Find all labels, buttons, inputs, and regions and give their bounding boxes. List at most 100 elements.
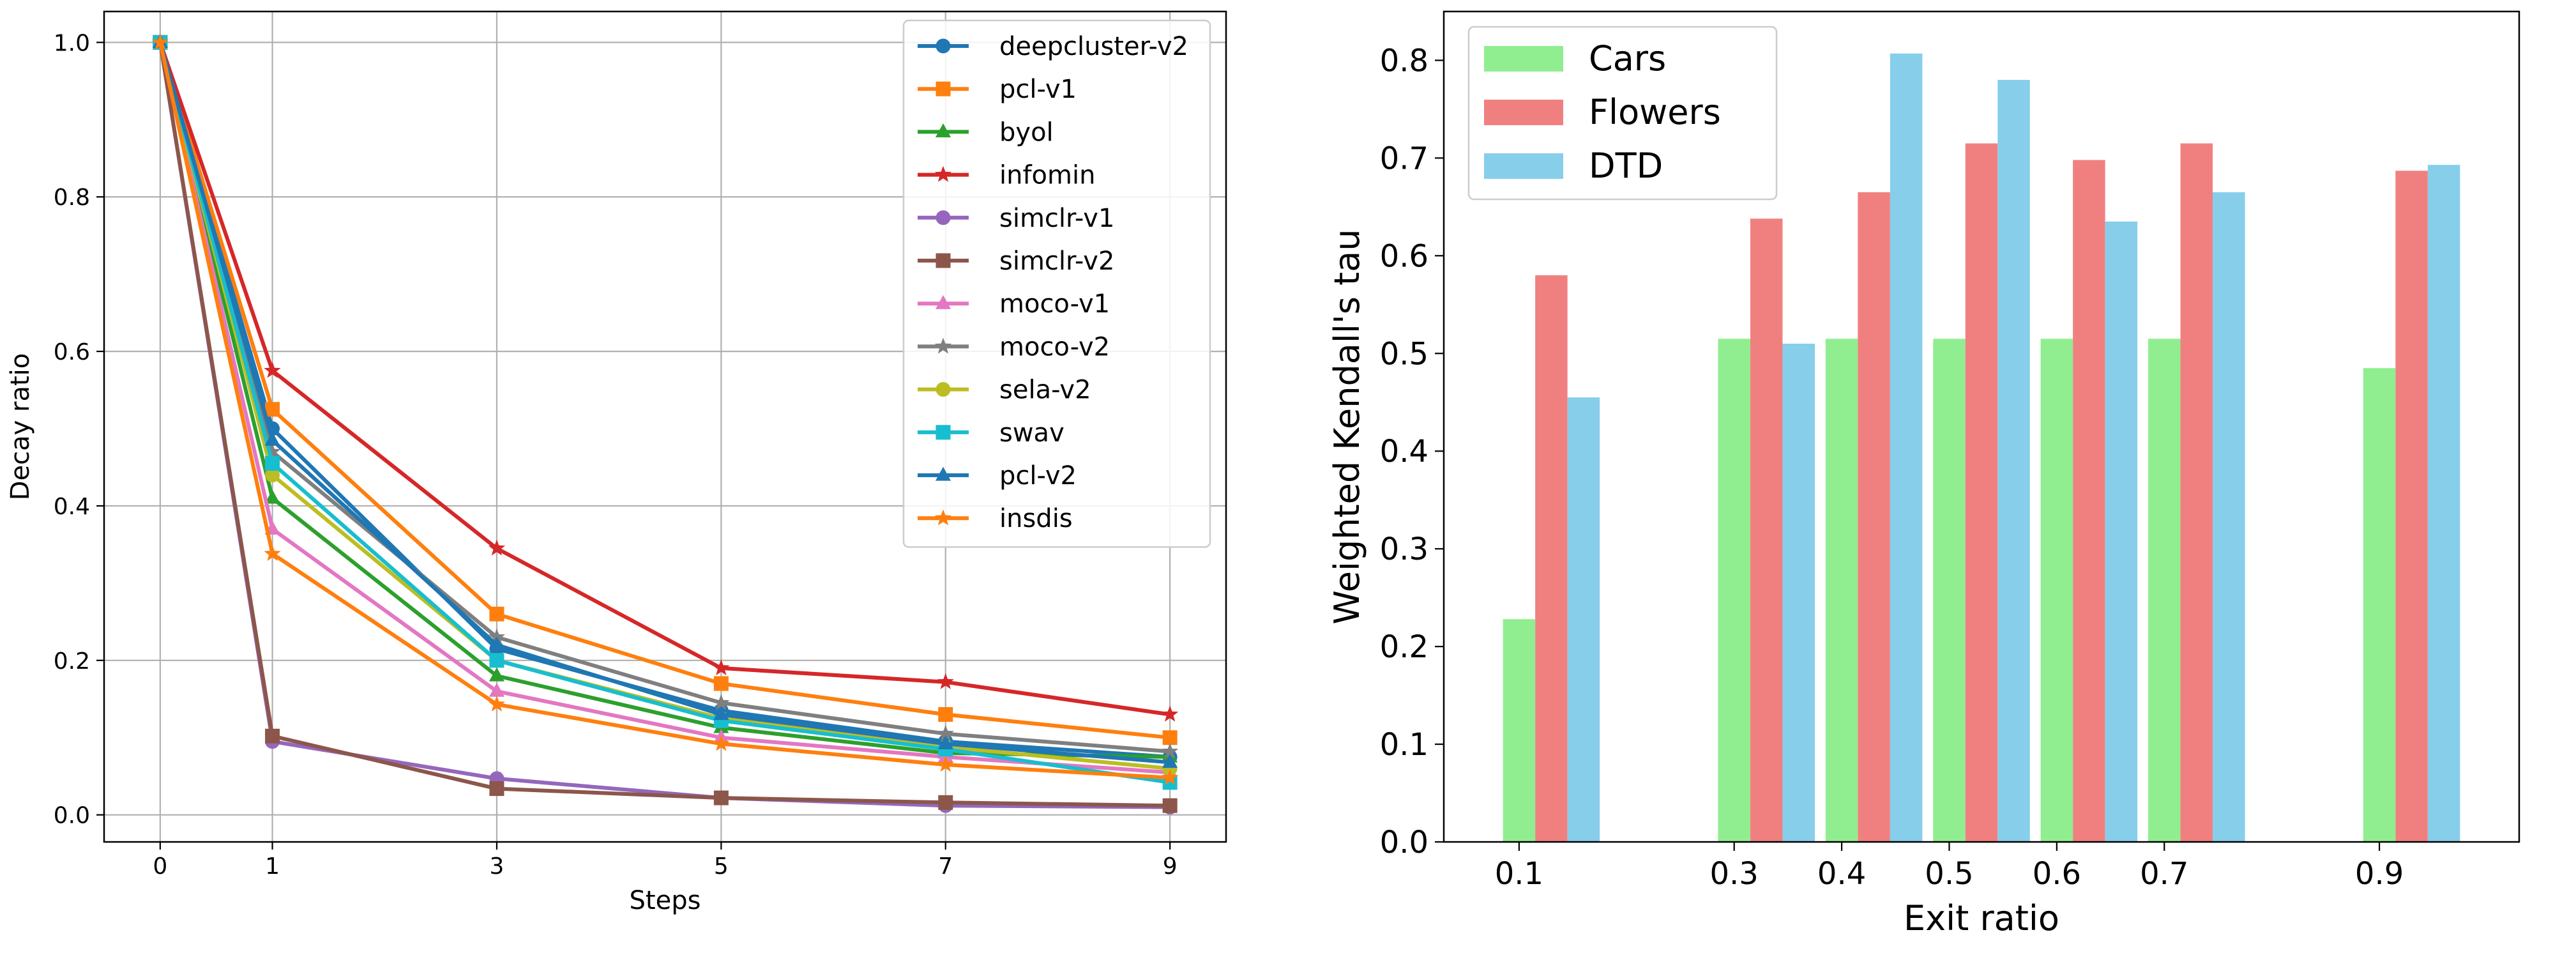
legend-item: swav xyxy=(918,418,1064,448)
left-series-lines xyxy=(151,33,1179,815)
data-point xyxy=(489,653,504,668)
left-ticks: 0 1 3 5 7 9 0.0 0.2 0.4 0.6 0.8 1.0 xyxy=(54,30,1178,880)
legend-item: insdis xyxy=(918,504,1073,533)
legend-label: swav xyxy=(999,418,1064,448)
bar xyxy=(1718,339,1750,842)
left-plot-frame xyxy=(103,10,1227,843)
data-point xyxy=(713,790,729,805)
data-point xyxy=(1162,742,1179,759)
legend-item: deepcluster-v2 xyxy=(918,32,1188,61)
x-tick-label: 1 xyxy=(265,853,280,880)
y-tick-label: 0.8 xyxy=(54,185,90,211)
data-point xyxy=(1162,730,1178,745)
data-point xyxy=(1162,798,1178,813)
x-tick-label: 0.6 xyxy=(2033,856,2081,892)
legend-label: sela-v2 xyxy=(999,376,1091,405)
y-tick-label: 0.2 xyxy=(54,648,90,675)
data-point xyxy=(264,362,281,378)
legend-label: Cars xyxy=(1589,38,1666,79)
y-tick-label: 0.2 xyxy=(1380,629,1428,665)
series-DTD xyxy=(1567,53,2460,843)
data-point xyxy=(713,735,730,751)
data-point xyxy=(713,676,729,691)
right-ticks: 0.1 0.3 0.4 0.5 0.6 0.7 0.9 0.0 0.1 0.2 0.3 0.4 0.5 0… xyxy=(1380,43,2404,892)
series-line xyxy=(158,42,1171,740)
data-point xyxy=(489,606,504,622)
left-legend: deepcluster-v2 pcl-v1 byol infomin simclr-v1… xyxy=(902,19,1211,548)
y-tick-label: 0.6 xyxy=(1380,238,1428,274)
x-tick-label: 0.3 xyxy=(1710,856,1759,892)
x-tick-label: 0.1 xyxy=(1495,856,1543,892)
x-tick-label: 0.4 xyxy=(1817,856,1866,892)
data-point xyxy=(713,706,729,721)
data-point xyxy=(151,33,169,50)
legend-marker xyxy=(935,123,951,138)
legend-marker xyxy=(936,382,951,397)
y-tick-label: 0.4 xyxy=(1380,434,1428,470)
x-tick-label: 9 xyxy=(1163,853,1178,880)
bar xyxy=(1782,344,1815,842)
bar xyxy=(1858,192,1890,842)
legend-item: moco-v2 xyxy=(918,332,1110,362)
legend-item: Flowers xyxy=(1484,92,1721,132)
legend-swatch xyxy=(1484,153,1563,179)
bar xyxy=(2427,165,2460,842)
legend-label: moco-v2 xyxy=(999,332,1110,362)
bar xyxy=(2180,143,2213,842)
legend-marker xyxy=(935,466,951,481)
data-point xyxy=(264,545,281,561)
data-point xyxy=(489,667,505,682)
legend-label: byol xyxy=(999,118,1054,147)
y-tick-label: 1.0 xyxy=(54,30,90,56)
legend-label: pcl-v1 xyxy=(999,75,1077,104)
legend-marker xyxy=(934,337,952,354)
x-tick-label: 0.7 xyxy=(2140,856,2188,892)
legend-swatch xyxy=(1484,46,1563,72)
data-point xyxy=(488,695,506,712)
legend-marker xyxy=(935,294,951,309)
x-tick-label: 7 xyxy=(938,853,953,880)
legend-item: sela-v2 xyxy=(918,376,1091,405)
bar xyxy=(2105,221,2138,843)
series-line xyxy=(158,42,1171,784)
bar xyxy=(1997,80,2030,842)
series-line xyxy=(158,42,1171,775)
x-tick-label: 0 xyxy=(153,853,167,880)
bar xyxy=(1750,218,1783,842)
legend-item: pcl-v1 xyxy=(918,75,1077,104)
bar xyxy=(1535,275,1568,842)
bar xyxy=(2073,160,2105,842)
legend-swatch xyxy=(1484,100,1563,125)
data-point xyxy=(1162,754,1178,768)
data-point xyxy=(264,443,281,459)
legend-item: infomin xyxy=(918,161,1095,190)
legend-marker xyxy=(936,425,951,440)
legend-item: pcl-v2 xyxy=(918,461,1077,491)
series-insdis xyxy=(151,33,1179,785)
right-plot-frame xyxy=(1443,10,2520,843)
y-tick-label: 0.4 xyxy=(54,494,90,520)
legend-label: pcl-v2 xyxy=(999,461,1077,491)
bar xyxy=(1965,143,1998,842)
kendall-tau-chart: 0.1 0.3 0.4 0.5 0.6 0.7 0.9 0.0 0.1 0.2 0.3 0.4 0.5 0… xyxy=(1327,10,2520,938)
data-point xyxy=(264,431,280,446)
data-point xyxy=(937,756,954,772)
legend-label: insdis xyxy=(999,504,1073,533)
data-point xyxy=(489,636,505,651)
series-line xyxy=(158,42,1171,765)
right-y-axis-label: Weighted Kendall's tau xyxy=(1327,229,1367,625)
series-line xyxy=(158,42,1171,780)
legend-label: DTD xyxy=(1589,146,1663,186)
legend-label: simclr-v2 xyxy=(999,247,1114,276)
legend-label: deepcluster-v2 xyxy=(999,32,1188,61)
data-point xyxy=(937,735,953,750)
legend-label: infomin xyxy=(999,161,1095,190)
data-point xyxy=(713,694,730,710)
data-point xyxy=(938,706,953,722)
x-tick-label: 0.5 xyxy=(1925,856,1973,892)
legend-box xyxy=(902,19,1211,548)
series-Cars xyxy=(1503,339,2396,842)
legend-marker xyxy=(934,165,952,182)
data-point xyxy=(489,682,505,697)
left-x-axis-label: Steps xyxy=(630,886,701,915)
